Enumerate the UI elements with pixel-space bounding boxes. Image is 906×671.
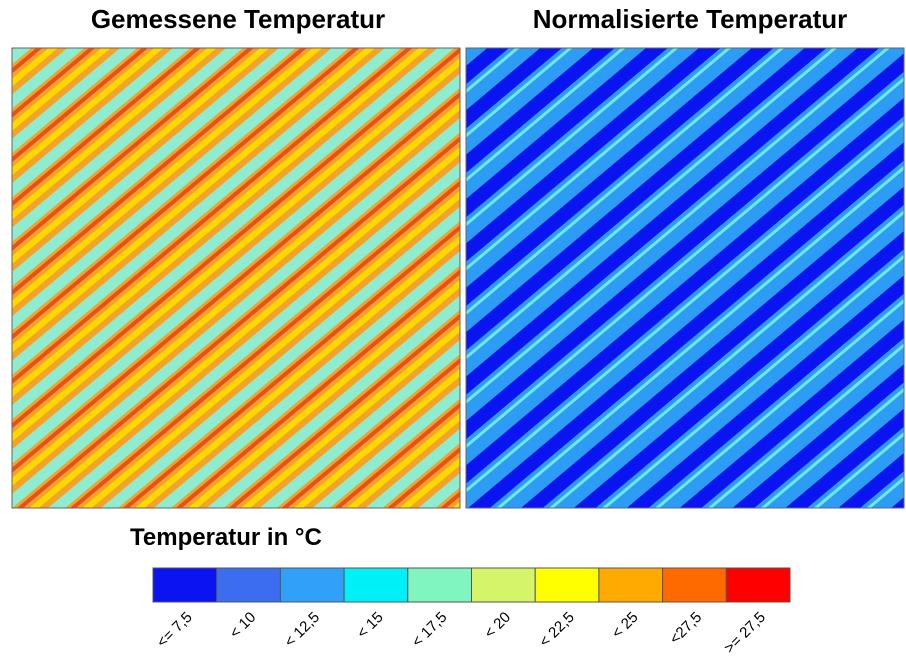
legend-swatch	[279, 567, 345, 603]
legend-swatch	[662, 567, 727, 603]
legend-title: Temperatur in °C	[130, 524, 322, 551]
panel-title: Gemessene Temperatur	[91, 4, 385, 34]
legend-swatch	[598, 567, 664, 603]
thermal-image	[465, 47, 905, 509]
legend-label: >= 27,5	[721, 609, 769, 657]
legend-swatch	[725, 567, 791, 603]
legend-label: < 15	[354, 609, 387, 642]
legend-swatch	[343, 567, 409, 603]
legend-label: < 10	[226, 609, 259, 642]
legend-swatch	[534, 567, 600, 603]
legend-label: <27,5	[666, 609, 705, 648]
legend-label: <= 7,5	[154, 609, 196, 651]
legend: <= 7,5 < 10 < 12,5 < 15 < 17,5 < 20 < 22,5 < 25…	[152, 567, 791, 657]
legend-label: < 20	[481, 609, 514, 642]
legend-label: < 17,5	[409, 609, 451, 651]
thermal-image	[11, 47, 461, 509]
legend-swatch	[407, 567, 472, 603]
panel-title: Normalisierte Temperatur	[533, 4, 848, 34]
legend-label: < 12,5	[281, 609, 323, 651]
legend-label: < 22,5	[536, 609, 578, 651]
legend-swatch	[471, 567, 536, 603]
legend-label: < 25	[609, 609, 642, 642]
legend-swatch	[152, 567, 218, 603]
legend-swatch	[216, 567, 281, 603]
